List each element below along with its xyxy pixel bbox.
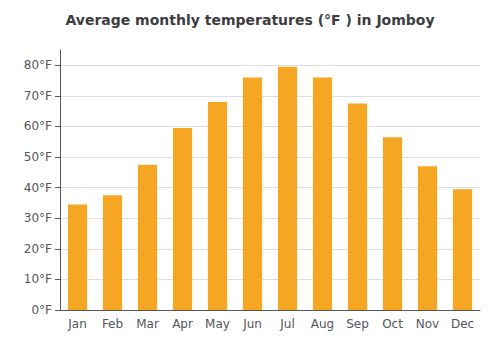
svg-text:10°F: 10°F [24,272,52,286]
svg-text:0°F: 0°F [31,303,52,317]
svg-text:Dec: Dec [451,317,474,331]
svg-text:Nov: Nov [416,317,439,331]
svg-text:Apr: Apr [172,317,193,331]
svg-text:Sep: Sep [346,317,369,331]
svg-text:70°F: 70°F [24,89,52,103]
svg-text:80°F: 80°F [24,58,52,72]
svg-text:20°F: 20°F [24,242,52,256]
svg-text:Aug: Aug [311,317,334,331]
svg-text:Average monthly temperatures (: Average monthly temperatures (°F ) in Jo… [65,12,434,28]
svg-text:60°F: 60°F [24,119,52,133]
svg-text:40°F: 40°F [24,181,52,195]
svg-text:Mar: Mar [136,317,159,331]
svg-text:50°F: 50°F [24,150,52,164]
svg-text:Feb: Feb [102,317,123,331]
svg-text:Jan: Jan [67,317,87,331]
svg-text:Oct: Oct [382,317,403,331]
svg-text:May: May [205,317,230,331]
svg-text:30°F: 30°F [24,211,52,225]
svg-text:Jun: Jun [242,317,262,331]
svg-text:Jul: Jul [279,317,294,331]
